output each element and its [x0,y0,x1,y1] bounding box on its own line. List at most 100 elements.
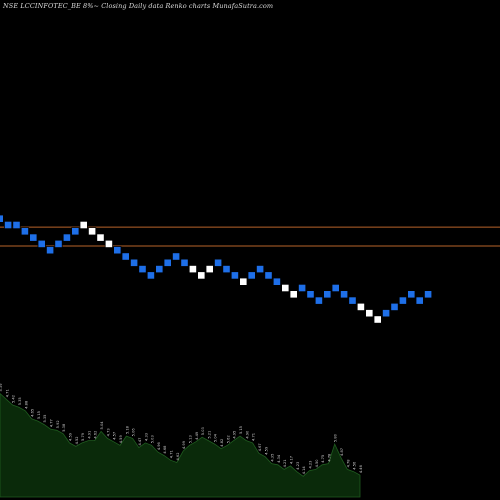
down-brick [423,290,433,299]
volume-label: 4.73 [106,428,110,436]
up-brick [188,264,197,274]
up-brick [197,271,206,280]
down-brick [12,220,21,230]
volume-label: 4.91 [87,431,91,439]
volume-label: 5.15 [37,411,41,419]
up-brick [356,302,366,312]
down-brick [113,246,122,255]
volume-label: 4.68 [163,445,167,454]
down-brick [407,290,416,299]
up-brick [289,290,298,299]
volume-label: 5.13 [188,435,192,443]
volume-label: 4.56 [353,461,357,470]
volume-label: 5.04 [214,433,218,442]
down-brick [348,296,357,305]
volume-label: 4.46 [359,464,363,473]
down-brick [306,290,315,299]
up-brick [365,309,374,318]
volume-label: 4.21 [283,459,287,467]
volume-label: 4.49 [195,431,199,440]
down-brick [46,246,55,255]
volume-label: 5.18 [125,425,129,434]
volume-label: 4.52 [75,436,79,444]
volume-label: 4.90 [245,430,249,439]
volume-label: 5.15 [239,426,243,434]
down-brick [0,214,4,223]
volume-label: 4.65 [31,409,35,417]
down-brick [247,271,256,280]
down-brick [62,233,72,242]
volume-label: 4.34 [277,454,281,463]
down-brick [255,264,265,274]
volume-label: 4.88 [24,400,28,409]
volume-label: 5.06 [132,428,136,437]
volume-label: 5.35 [43,415,47,423]
down-brick [54,239,63,248]
volume-label: 4.67 [258,443,262,451]
down-brick [398,296,408,305]
up-brick [79,220,88,230]
volume-label: 4.96 [157,441,161,450]
volume-label: 4.71 [252,433,256,441]
down-brick [323,290,332,299]
volume-label: 5.03 [151,435,155,443]
down-brick [222,264,231,274]
volume-label: 4.78 [327,453,331,462]
volume-label: 4.50 [315,459,319,468]
volume-label: 5.62 [226,435,230,443]
up-brick [96,233,105,242]
volume-label: 4.82 [220,439,224,447]
down-brick [390,302,399,312]
volume-label: 4.77 [50,419,54,427]
down-brick [163,258,172,267]
down-brick [4,220,13,230]
volume-label: 5.35 [18,397,22,405]
volume-label: 4.35 [271,454,275,462]
down-brick [121,252,130,261]
volume-label: 4.59 [119,435,123,444]
down-brick [314,296,324,305]
up-brick [88,227,97,236]
down-brick [180,258,189,267]
down-brick [171,252,181,261]
chart-title: NSE LCCINFOTEC_BE 8%~ Closing Daily data… [3,2,274,10]
volume-label: 5.92 [56,420,60,428]
up-brick [205,264,214,274]
volume-label: 4.62 [94,431,98,439]
volume-label: 5.04 [100,421,104,430]
volume-label: 4.99 [182,440,186,449]
volume-label: 4.71 [170,450,174,458]
up-brick [239,277,248,286]
volume-area [0,392,361,498]
down-brick [71,227,80,236]
down-brick [20,227,30,236]
down-brick [146,271,155,280]
volume-label: 4.95 [233,431,237,439]
down-brick [129,258,139,267]
down-brick [272,277,282,286]
down-brick [230,271,239,280]
up-brick [281,283,290,293]
down-brick [155,264,164,274]
volume-label: 5.80 [334,433,338,442]
down-brick [415,296,424,305]
volume-label: 4.23 [308,461,312,469]
down-brick [213,258,223,267]
volume-label: 5.79 [81,432,85,441]
volume-label: 5.03 [201,427,205,435]
volume-label: 4.59 [264,446,268,455]
volume-label: 4.62 [176,452,180,460]
volume-label: 4.59 [68,432,72,441]
volume-label: 5.42 [12,395,16,403]
volume-label: 5.21 [207,431,211,439]
down-brick [29,233,38,242]
volume-label: 4.23 [296,462,300,470]
volume-label: 4.14 [302,466,306,475]
down-brick [37,239,46,248]
volume-label: 4.71 [5,389,9,397]
volume-label: 5.39 [0,383,3,392]
down-brick [297,283,307,293]
volume-label: 4.87 [340,448,344,456]
volume-label: 4.33 [144,433,148,441]
